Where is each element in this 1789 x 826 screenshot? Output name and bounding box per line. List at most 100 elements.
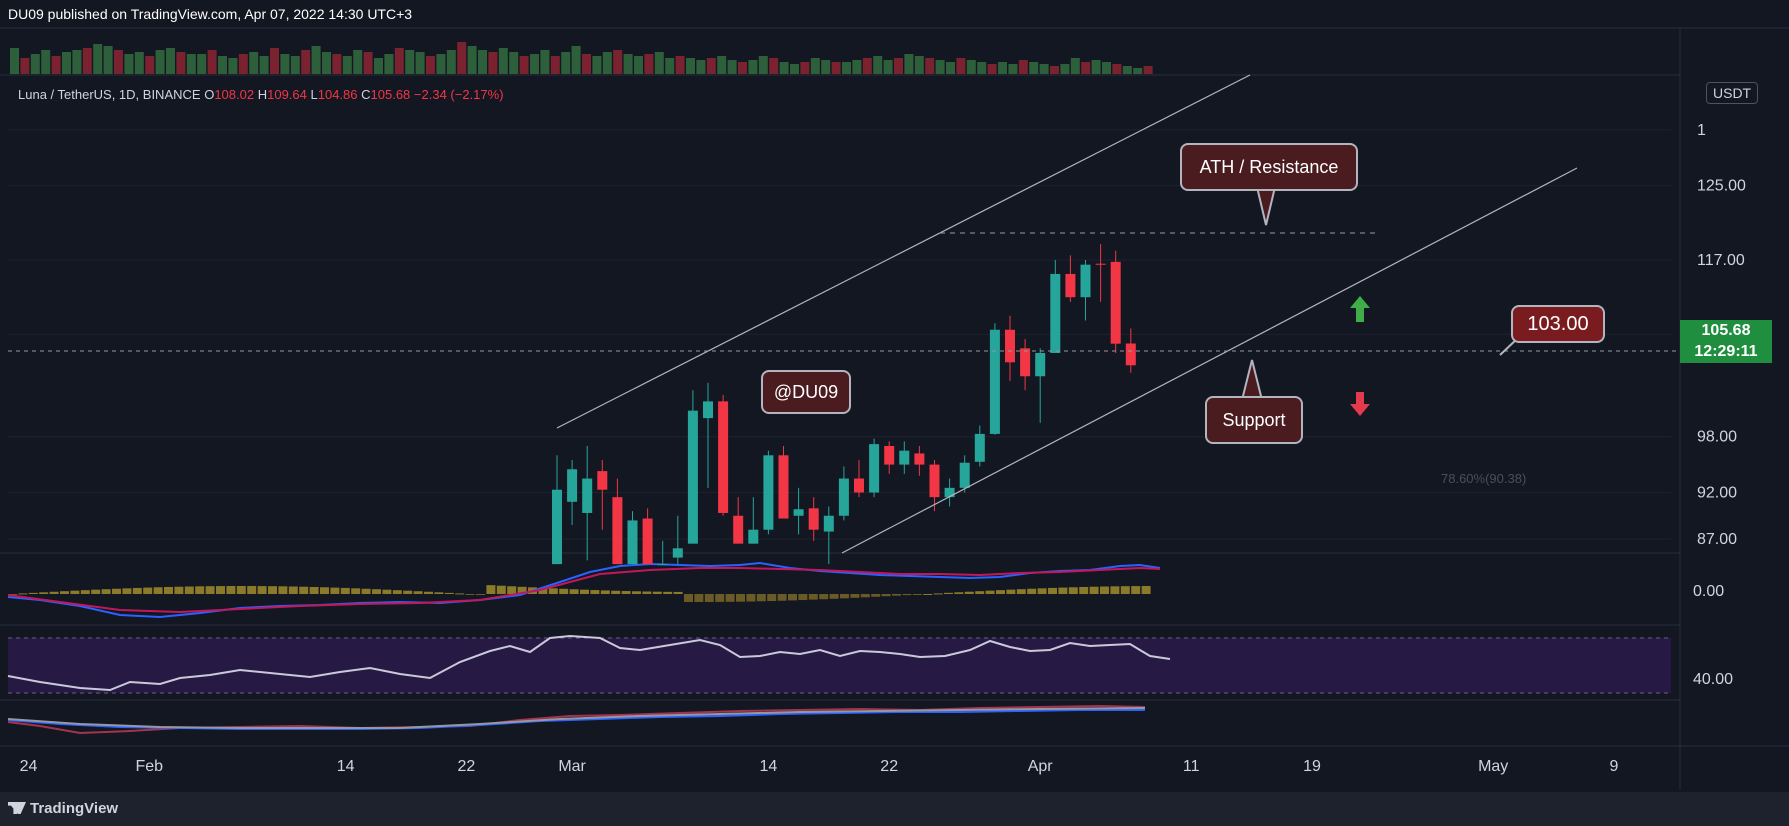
macd-bar — [184, 586, 194, 594]
time-tick-label: 24 — [20, 758, 38, 775]
macd-bar — [621, 591, 631, 594]
macd-bar — [236, 586, 246, 594]
candle-body — [1080, 264, 1091, 298]
macd-bar — [39, 592, 49, 594]
volume-bar — [114, 50, 123, 74]
volume-bar — [290, 56, 300, 74]
candle — [642, 508, 653, 565]
macd-bar — [486, 585, 496, 594]
volume-bar — [1143, 66, 1153, 74]
price-tick-label: 125.00 — [1697, 178, 1746, 195]
price-grid — [8, 129, 1671, 540]
candle-body — [672, 548, 683, 558]
candle — [899, 441, 910, 474]
candle — [1110, 250, 1121, 353]
currency-button[interactable]: USDT — [1706, 82, 1759, 104]
macd-bar — [1141, 586, 1151, 594]
volume-bar — [1029, 62, 1039, 74]
macd-bar — [985, 590, 995, 594]
volume-bar — [207, 50, 217, 74]
candle-body — [914, 453, 925, 465]
macd-bar — [1016, 589, 1026, 594]
volume-bar — [769, 58, 779, 74]
macd-bar — [28, 592, 38, 594]
volume-bar — [488, 52, 498, 74]
macd-bar — [944, 592, 953, 594]
candle-body — [778, 455, 789, 519]
candle — [672, 515, 683, 565]
macd-bar — [403, 590, 413, 594]
volume-bar — [467, 46, 477, 74]
candle — [1050, 260, 1061, 353]
macd-bar — [580, 589, 589, 594]
macd-bar — [226, 586, 236, 594]
macd-bar — [91, 589, 101, 594]
macd-bar — [954, 592, 964, 594]
macd-bar — [975, 591, 985, 594]
volume-bar — [696, 60, 706, 74]
volume-bar — [1133, 68, 1143, 74]
macd-bar — [694, 594, 704, 602]
tradingview-logo[interactable]: TradingView — [8, 800, 118, 817]
candle — [582, 446, 593, 561]
candle-body — [567, 469, 578, 502]
volume-bar — [550, 56, 560, 74]
price-tick-label: 92.00 — [1697, 485, 1737, 502]
volume-bar — [665, 58, 675, 74]
macd-bar — [70, 590, 80, 594]
macd-bar — [1048, 587, 1057, 594]
macd-bar — [101, 589, 111, 594]
candle — [884, 441, 895, 474]
macd-bar — [996, 590, 1005, 594]
volume-bar — [602, 52, 612, 74]
volume-bar — [103, 46, 113, 74]
volume-bar — [394, 48, 404, 74]
candle-body — [989, 329, 1000, 434]
macd-bar — [299, 586, 309, 594]
volume-bar — [904, 54, 914, 74]
time-tick-label: 9 — [1610, 758, 1619, 775]
macd-bar — [1089, 586, 1099, 594]
volume-bar — [446, 50, 456, 74]
candle — [1095, 244, 1106, 302]
candle — [718, 394, 729, 516]
time-tick-label: 11 — [1183, 758, 1200, 775]
candle-body — [1095, 263, 1106, 265]
volume-bar — [956, 58, 966, 74]
candle — [959, 455, 970, 493]
volume-bar — [852, 60, 862, 74]
last-price-label: 105.68 12:29:11 — [1680, 320, 1772, 363]
macd-bar — [964, 591, 974, 594]
macd-bar — [174, 586, 184, 594]
macd-bar — [8, 594, 17, 595]
macd-bar — [715, 594, 725, 602]
volume-bar — [436, 54, 446, 74]
volume-bar — [384, 54, 394, 74]
volume-bar — [62, 52, 71, 74]
macd-bar — [382, 589, 392, 594]
macd-bar — [18, 593, 28, 595]
macd-bar — [600, 590, 610, 594]
volume-bar — [82, 48, 92, 74]
volume-bar — [228, 58, 238, 74]
volume-bar — [363, 52, 373, 74]
macd-bar — [496, 585, 506, 594]
time-tick-label: 22 — [880, 758, 898, 775]
macd-bar — [808, 594, 818, 600]
time-axis[interactable]: 24 Feb 14 22 Mar 14 22 Apr 11 19 May 9 — [20, 758, 1619, 775]
volume-bar — [727, 60, 737, 74]
time-tick-label: 14 — [337, 758, 355, 775]
candle — [823, 506, 834, 565]
ath-resistance-callout: ATH / Resistance — [1180, 143, 1358, 191]
candle — [552, 455, 562, 565]
candle-body — [793, 509, 804, 516]
volume-bar — [1039, 64, 1049, 74]
volume-bar — [738, 62, 747, 74]
macd-bar — [517, 586, 527, 594]
candle — [612, 478, 623, 565]
volume-bar — [353, 50, 363, 74]
volume-bar — [966, 60, 976, 74]
macd-bar — [912, 594, 922, 595]
